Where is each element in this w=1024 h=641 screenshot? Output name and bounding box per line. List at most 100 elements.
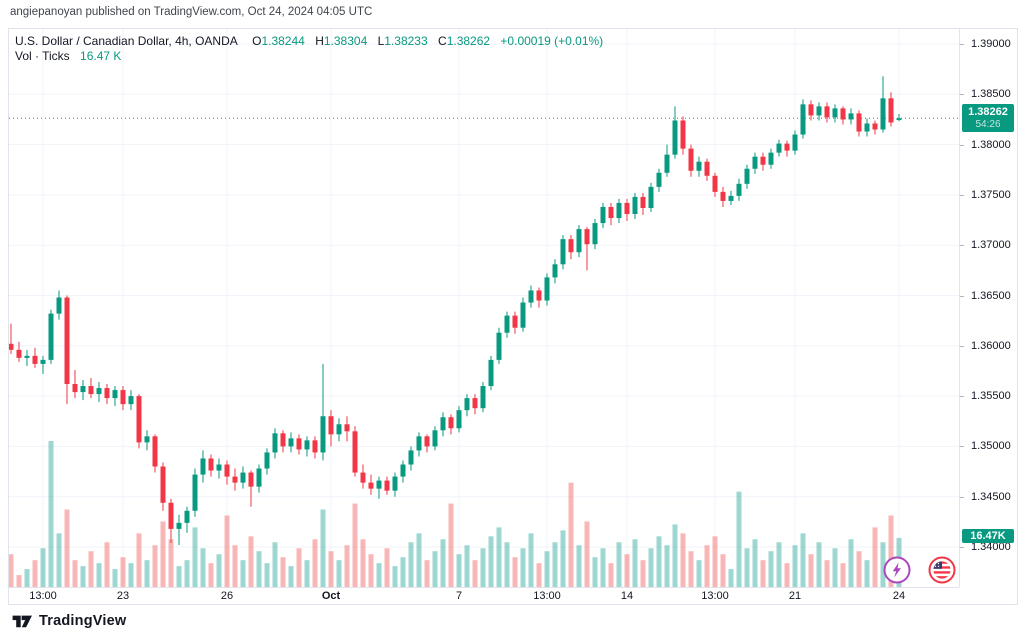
candle-body	[320, 416, 326, 453]
candle-body	[576, 229, 582, 253]
candle-body	[496, 332, 502, 360]
price-axis-tick	[960, 496, 964, 498]
candle-body	[392, 476, 398, 491]
time-axis-label: 23	[116, 590, 130, 602]
volume-bar	[768, 551, 774, 587]
time-axis-label: Oct	[321, 590, 341, 602]
candle-body	[840, 108, 846, 120]
candle-body	[112, 390, 118, 399]
time-axis[interactable]: 13:00 23 26 Oct 7 13:00 14 13:00 21 24	[9, 587, 959, 605]
candle-body	[848, 113, 854, 120]
volume-bar	[712, 536, 718, 587]
volume-bar	[544, 551, 550, 587]
price-axis[interactable]: 1.38262 54:26 16.47K 1.39000 1.38500 1.380…	[959, 29, 1018, 587]
high-value: 1.38304	[323, 34, 368, 48]
price-axis-tick	[960, 194, 964, 196]
price-axis-tick	[960, 446, 964, 448]
candle-body	[768, 152, 774, 165]
price-axis-label: 1.38500	[971, 88, 1011, 101]
volume-bar	[384, 548, 390, 587]
price-axis-label: 1.38000	[971, 138, 1011, 151]
candle-body	[40, 359, 46, 364]
candle-body	[712, 175, 718, 192]
candle-body	[328, 416, 334, 435]
candle-body	[264, 452, 270, 469]
candle-body	[688, 148, 694, 171]
candle-body	[184, 510, 190, 523]
volume-bar	[320, 509, 326, 587]
volume-bar	[816, 542, 822, 587]
volume-bar	[832, 548, 838, 587]
volume-bar	[736, 491, 742, 587]
tradingview-logo[interactable]: TradingView	[12, 609, 126, 633]
candle-body	[136, 396, 142, 443]
volume-bar	[752, 539, 758, 587]
volume-bar	[240, 560, 246, 587]
volume-bar	[264, 563, 270, 587]
candle-body	[128, 396, 134, 405]
volume-bar	[72, 560, 78, 587]
chart-frame: U.S. Dollar / Canadian Dollar, 4h, OANDA…	[8, 28, 1018, 605]
candle-body	[408, 450, 414, 465]
volume-bar	[40, 548, 46, 587]
volume-bar	[584, 521, 590, 587]
candle-body	[224, 464, 230, 477]
candle-body	[552, 264, 558, 278]
volume-bar	[880, 542, 886, 587]
volume-bar	[96, 563, 102, 587]
price-axis-tick	[960, 345, 964, 347]
candle-body	[448, 417, 454, 429]
candle-body	[192, 474, 198, 511]
volume-bar	[184, 560, 190, 587]
volume-bar	[536, 563, 542, 587]
candle-body	[528, 290, 534, 303]
time-axis-label: 14	[620, 590, 634, 602]
time-axis-label: 7	[455, 590, 463, 602]
candle-body	[440, 417, 446, 431]
volume-bar	[632, 539, 638, 587]
volume-bar	[480, 548, 486, 587]
candle-body	[416, 436, 422, 451]
last-volume-badge: 16.47K	[962, 528, 1014, 543]
candle-body	[744, 168, 750, 184]
candle-body	[816, 106, 822, 116]
chart-canvas[interactable]	[8, 29, 959, 587]
volume-bar	[352, 503, 358, 587]
volume-bar	[392, 566, 398, 587]
candle-body	[96, 388, 102, 395]
volume-bar	[824, 560, 830, 587]
candle-body	[352, 431, 358, 473]
candle-body	[584, 229, 590, 245]
volume-bar	[8, 554, 14, 587]
candle-body	[480, 386, 486, 409]
candlestick-plot[interactable]	[8, 29, 959, 587]
realtime-lightning-icon[interactable]	[883, 556, 911, 584]
volume-bar	[376, 563, 382, 587]
low-label: L	[377, 34, 385, 48]
candle-body	[512, 315, 518, 328]
candle-body	[424, 436, 430, 447]
volume-bar	[504, 542, 510, 587]
candle-body	[304, 440, 310, 450]
candle-body	[120, 390, 126, 405]
candle-body	[400, 464, 406, 477]
volume-bar	[592, 557, 598, 587]
volume-bar	[552, 542, 558, 587]
volume-bar	[696, 560, 702, 587]
price-axis-tick	[960, 396, 964, 398]
candle-body	[336, 424, 342, 435]
price-axis-label: 1.34500	[971, 490, 1011, 503]
volume-bar	[328, 551, 334, 587]
time-axis-label: 21	[788, 590, 802, 602]
time-axis-label: 13:00	[701, 590, 729, 602]
volume-bar	[720, 554, 726, 587]
candle-body	[568, 239, 574, 253]
candle-body	[536, 290, 542, 301]
volume-bar	[144, 560, 150, 587]
candle-body	[632, 196, 638, 215]
us-market-flag-icon[interactable]	[928, 556, 956, 584]
volume-bar	[520, 548, 526, 587]
candle-body	[616, 202, 622, 219]
candle-body	[704, 161, 710, 176]
volume-bar	[728, 569, 734, 587]
